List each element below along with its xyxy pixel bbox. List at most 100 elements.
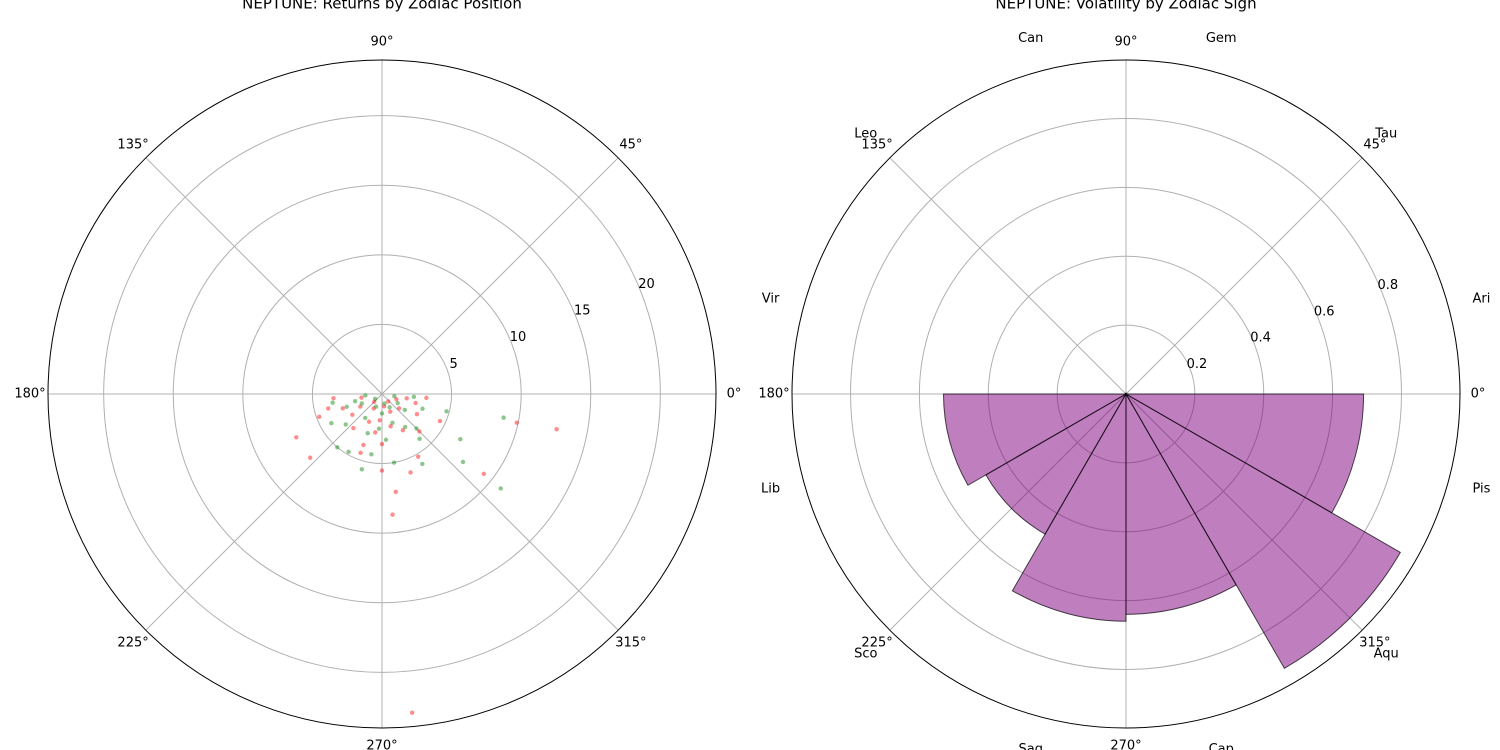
- theta-tick-label: 270°: [1110, 739, 1141, 750]
- theta-tick-label: 180°: [14, 387, 45, 402]
- point: [402, 407, 407, 413]
- point: [335, 445, 340, 450]
- point: [409, 710, 415, 715]
- r-tick-label: 0.4: [1250, 331, 1271, 346]
- point: [415, 454, 421, 459]
- category-label: Sco: [854, 647, 877, 662]
- point: [383, 437, 389, 442]
- theta-tick-label: 315°: [615, 635, 646, 650]
- chart-title: NEPTUNE: Volatility by Zodiac Sign: [995, 0, 1256, 13]
- theta-tick-label: 225°: [117, 635, 148, 650]
- point: [417, 429, 422, 434]
- point: [420, 406, 425, 411]
- theta-tick-label: 45°: [1363, 138, 1386, 153]
- r-tick-label: 15: [574, 304, 591, 319]
- bar: [1124, 393, 1365, 514]
- polar-frame: [47, 59, 717, 729]
- point: [414, 411, 420, 417]
- theta-tick-label: 135°: [861, 138, 892, 153]
- grid-spoke: [145, 157, 383, 395]
- theta-tick-label: 0°: [727, 387, 742, 402]
- point: [359, 395, 364, 400]
- point: [387, 405, 392, 410]
- point: [317, 414, 322, 420]
- r-tick-label: 0.6: [1314, 304, 1335, 319]
- point: [340, 406, 345, 411]
- point: [344, 404, 349, 410]
- point: [460, 459, 466, 465]
- point: [393, 489, 398, 495]
- point: [388, 424, 393, 429]
- point: [363, 415, 368, 421]
- point: [307, 455, 313, 460]
- point: [350, 412, 355, 417]
- point: [414, 426, 419, 431]
- category-label: Gem: [1206, 31, 1237, 46]
- point: [382, 401, 387, 406]
- category-label: Tau: [1374, 126, 1397, 141]
- point: [391, 460, 397, 465]
- point: [366, 419, 372, 424]
- point: [371, 406, 376, 411]
- r-tick-label: 0.8: [1378, 278, 1399, 293]
- point: [358, 450, 363, 456]
- polar-frame: [791, 59, 1461, 729]
- point: [408, 470, 413, 475]
- point: [424, 395, 429, 401]
- point: [437, 418, 443, 424]
- point: [359, 467, 365, 472]
- point: [400, 427, 406, 433]
- theta-tick-label: 135°: [117, 138, 148, 153]
- point: [352, 399, 358, 404]
- category-label: Lib: [761, 482, 780, 497]
- grid-spoke: [381, 157, 619, 395]
- point: [371, 399, 377, 405]
- point: [396, 406, 402, 411]
- category-label: Sag: [1019, 742, 1043, 750]
- point: [392, 393, 397, 399]
- point: [381, 404, 387, 409]
- point: [373, 430, 378, 435]
- point: [404, 396, 409, 401]
- point: [346, 449, 351, 455]
- point: [394, 397, 399, 402]
- point: [390, 420, 395, 425]
- theta-tick-label: 315°: [1359, 635, 1390, 650]
- theta-tick-label: 225°: [861, 635, 892, 650]
- theta-tick-label: 270°: [366, 739, 397, 750]
- point: [458, 437, 463, 442]
- r-tick-label: 5: [450, 357, 458, 372]
- category-label: Ari: [1473, 291, 1491, 306]
- point: [388, 409, 393, 414]
- point: [379, 411, 385, 416]
- theta-tick-label: 0°: [1471, 387, 1486, 402]
- point: [359, 401, 365, 406]
- point: [294, 435, 299, 440]
- point: [554, 427, 559, 432]
- category-label: Vir: [762, 291, 780, 306]
- r-tick-label: 20: [638, 277, 655, 292]
- point: [498, 486, 503, 491]
- category-label: Aqu: [1374, 647, 1399, 662]
- point: [330, 400, 335, 405]
- theta-tick-label: 180°: [758, 387, 789, 402]
- category-label: Can: [1018, 31, 1043, 46]
- theta-tick-label: 45°: [619, 138, 642, 153]
- point: [363, 393, 368, 398]
- category-label: Pis: [1472, 482, 1490, 497]
- point: [369, 452, 374, 457]
- point: [395, 400, 400, 406]
- point: [417, 436, 422, 441]
- category-label: Leo: [854, 126, 877, 141]
- theta-tick-label: 90°: [1114, 35, 1137, 50]
- bar: [1124, 392, 1402, 670]
- point: [329, 421, 334, 426]
- point: [358, 404, 363, 409]
- chart-title: NEPTUNE: Returns by Zodiac Position: [242, 0, 522, 13]
- point: [379, 468, 385, 473]
- point: [377, 418, 382, 423]
- grid-spoke: [1125, 157, 1363, 395]
- point: [390, 512, 395, 517]
- point: [386, 399, 391, 404]
